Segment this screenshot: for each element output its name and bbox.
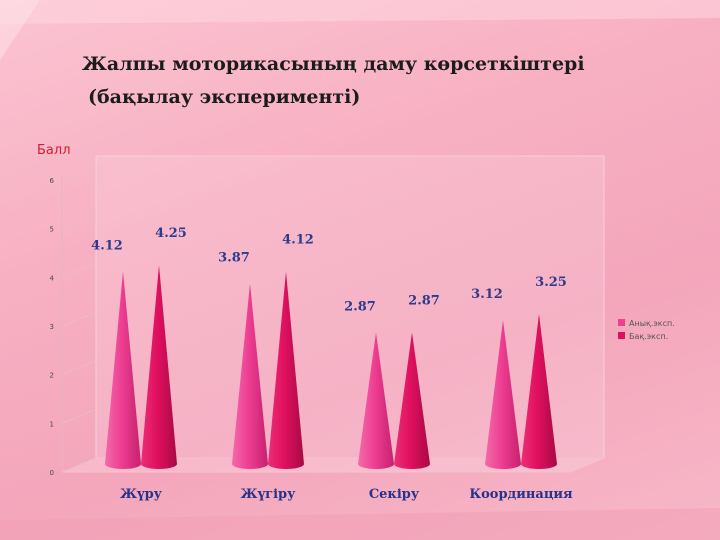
page-title: Жалпы моторикасының даму көрсеткіштері (… bbox=[82, 48, 682, 114]
data-label-1-3: 3.25 bbox=[535, 275, 567, 290]
data-label-0-3: 3.12 bbox=[471, 287, 503, 302]
y-tick-line-5 bbox=[61, 214, 97, 230]
data-label-1-1: 4.12 bbox=[282, 232, 314, 247]
x-tick-label-1: Жүгіру bbox=[241, 487, 297, 502]
y-tick-line-6 bbox=[61, 165, 97, 181]
legend-swatch-1 bbox=[618, 332, 625, 339]
x-tick-label-3: Координация bbox=[469, 487, 573, 502]
legend-swatch-0 bbox=[618, 319, 625, 326]
y-tick-label-3: 3 bbox=[50, 323, 54, 331]
data-label-1-2: 2.87 bbox=[408, 293, 440, 308]
y-tick-line-4 bbox=[61, 262, 97, 278]
y-tick-label-2: 2 bbox=[50, 372, 54, 380]
cone-1-3 bbox=[521, 313, 557, 469]
cone-0-2 bbox=[358, 332, 394, 469]
cone-0-3 bbox=[485, 320, 521, 469]
x-tick-label-2: Секіру bbox=[369, 487, 420, 502]
y-tick-line-3 bbox=[61, 311, 97, 327]
data-label-0-0: 4.12 bbox=[91, 238, 123, 253]
cone-1-2 bbox=[394, 332, 430, 469]
legend-label-1: Бақ.эксп. bbox=[629, 332, 668, 341]
y-tick-line-2 bbox=[61, 360, 97, 376]
y-tick-label-0: 0 bbox=[50, 469, 54, 477]
cone-0-0 bbox=[105, 271, 141, 469]
x-tick-label-0: Жүру bbox=[120, 487, 163, 502]
y-tick-line-1 bbox=[61, 408, 97, 424]
y-tick-label-6: 6 bbox=[50, 177, 55, 185]
title-line-2: (бақылау эксперименті) bbox=[88, 86, 361, 108]
y-tick-line-0 bbox=[61, 457, 97, 473]
cone-1-0 bbox=[141, 265, 177, 469]
y-tick-label-1: 1 bbox=[50, 420, 54, 428]
legend-label-0: Анық.эксп. bbox=[629, 319, 675, 328]
title-line-1: Жалпы моторикасының даму көрсеткіштері bbox=[82, 53, 585, 75]
data-label-0-2: 2.87 bbox=[344, 299, 376, 314]
data-label-1-0: 4.25 bbox=[155, 226, 187, 241]
y-axis-label: Балл bbox=[37, 143, 71, 158]
data-label-0-1: 3.87 bbox=[218, 251, 250, 266]
cone-0-1 bbox=[232, 283, 268, 469]
y-tick-label-4: 4 bbox=[50, 274, 55, 282]
cone-1-1 bbox=[268, 271, 304, 469]
y-tick-label-5: 5 bbox=[50, 226, 54, 234]
